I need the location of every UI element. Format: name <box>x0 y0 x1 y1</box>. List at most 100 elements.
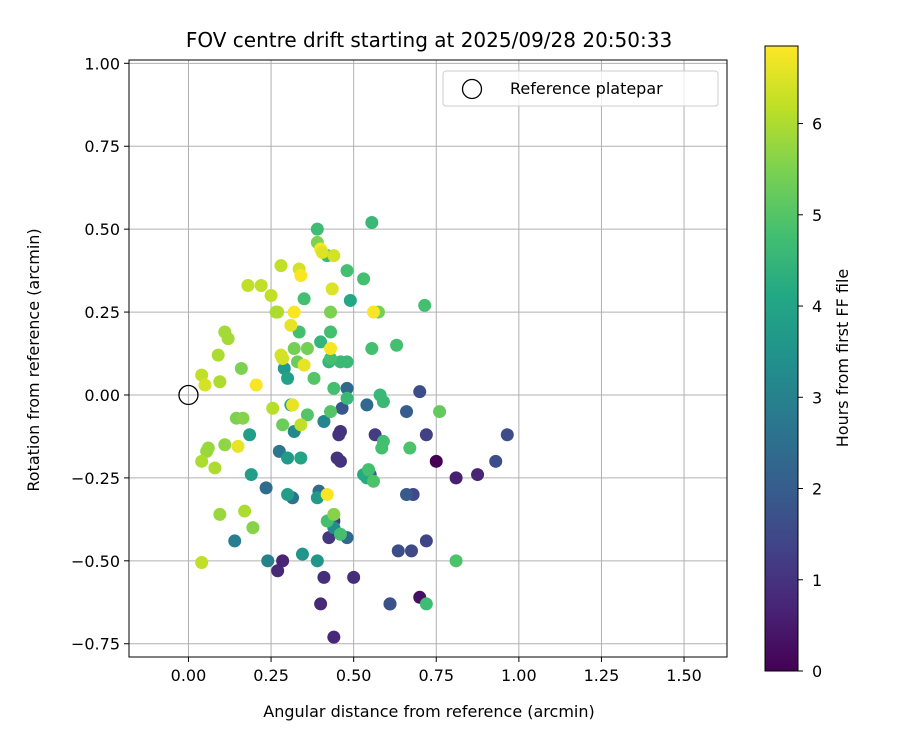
data-point <box>218 438 232 452</box>
data-point <box>449 471 463 485</box>
y-axis-ticks: −0.75 −0.50 −0.25 0.00 0.25 0.50 0.75 1.00 <box>71 54 129 654</box>
data-point <box>294 418 308 432</box>
data-point <box>310 222 324 236</box>
data-point <box>300 408 314 422</box>
data-point <box>324 325 338 339</box>
data-point <box>297 358 311 372</box>
data-point <box>333 454 347 468</box>
x-tick-label: 1.25 <box>584 666 620 685</box>
data-point <box>297 292 311 306</box>
data-point <box>277 361 291 375</box>
y-tick-label: −0.50 <box>71 552 120 571</box>
data-point <box>231 439 245 453</box>
data-point <box>357 272 371 286</box>
data-point <box>322 531 336 545</box>
data-point <box>340 381 354 395</box>
data-point <box>360 398 374 412</box>
data-point <box>365 216 379 230</box>
data-point <box>327 381 341 395</box>
colorbar-tick-label: 1 <box>812 571 822 590</box>
data-point <box>449 554 463 568</box>
data-points <box>195 216 514 644</box>
colorbar-ticks: 0 1 2 3 4 5 6 <box>798 115 822 681</box>
data-point <box>366 305 380 319</box>
data-point <box>347 570 361 584</box>
x-tick-label: 0.75 <box>418 666 454 685</box>
data-point <box>271 564 285 578</box>
y-tick-label: −0.25 <box>71 469 120 488</box>
colorbar-tick-label: 4 <box>812 297 822 316</box>
data-point <box>332 428 346 442</box>
reference-circle <box>178 384 199 406</box>
grid-lines <box>129 60 727 657</box>
data-point <box>366 474 380 488</box>
data-point <box>315 245 329 259</box>
x-tick-label: 0.25 <box>253 666 289 685</box>
data-point <box>276 554 290 568</box>
data-point <box>400 405 414 419</box>
plot-area-frame <box>128 59 728 658</box>
data-point <box>324 305 338 319</box>
data-point <box>404 544 418 558</box>
data-point <box>300 342 314 356</box>
data-point <box>221 332 235 346</box>
data-point <box>276 418 290 432</box>
data-point <box>317 415 331 429</box>
data-point <box>325 282 339 296</box>
data-point <box>343 293 357 307</box>
data-point <box>310 491 324 505</box>
data-point <box>314 335 328 349</box>
data-point <box>419 428 433 442</box>
data-point <box>320 487 334 501</box>
data-point <box>234 361 248 375</box>
colorbar-tick-label: 0 <box>812 662 822 681</box>
data-point <box>281 451 295 465</box>
data-point <box>264 288 278 302</box>
data-point <box>327 249 341 263</box>
data-point <box>195 368 209 382</box>
data-point <box>362 463 376 477</box>
data-point <box>340 355 354 369</box>
colorbar-tick-label: 5 <box>812 206 822 225</box>
data-point <box>294 451 308 465</box>
data-point <box>208 461 222 475</box>
data-point <box>340 264 354 278</box>
data-point <box>403 441 417 455</box>
data-point <box>429 454 443 468</box>
data-point <box>249 378 263 392</box>
data-point <box>295 547 309 561</box>
data-point <box>419 597 433 611</box>
data-point <box>340 391 354 405</box>
x-axis-label: Angular distance from reference (arcmin) <box>263 702 594 721</box>
data-point <box>259 481 273 495</box>
y-axis-label: Rotation from reference (arcmin) <box>24 228 43 491</box>
data-point <box>276 352 290 365</box>
data-point <box>324 352 338 365</box>
data-point <box>284 318 298 332</box>
data-point <box>307 371 321 385</box>
data-point <box>324 342 338 356</box>
data-point <box>266 401 280 415</box>
legend-box <box>442 70 719 107</box>
data-point <box>317 570 331 584</box>
data-point <box>375 441 389 455</box>
data-point <box>314 597 328 611</box>
legend: Reference platepar <box>442 70 719 107</box>
data-point <box>254 279 268 293</box>
data-point <box>335 401 349 415</box>
data-point <box>327 507 341 521</box>
x-tick-label: 0.00 <box>171 666 207 685</box>
data-point <box>390 338 404 352</box>
data-point <box>418 298 432 312</box>
data-point <box>376 395 390 409</box>
data-point <box>244 468 258 482</box>
y-tick-label: 1.00 <box>84 54 120 73</box>
data-point <box>294 269 308 283</box>
data-point <box>324 405 338 419</box>
data-point <box>471 468 485 482</box>
data-point <box>400 487 414 501</box>
data-point <box>327 630 341 644</box>
data-point <box>310 554 324 568</box>
